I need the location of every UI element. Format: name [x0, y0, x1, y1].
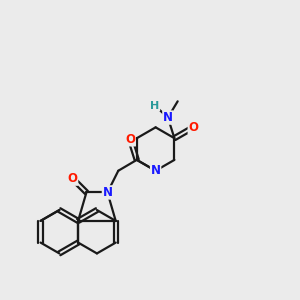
Text: O: O: [188, 121, 198, 134]
Text: O: O: [68, 172, 78, 185]
Text: N: N: [151, 164, 160, 177]
Text: H: H: [150, 100, 160, 111]
Text: O: O: [125, 133, 135, 146]
Text: N: N: [103, 186, 112, 199]
Text: N: N: [163, 111, 173, 124]
